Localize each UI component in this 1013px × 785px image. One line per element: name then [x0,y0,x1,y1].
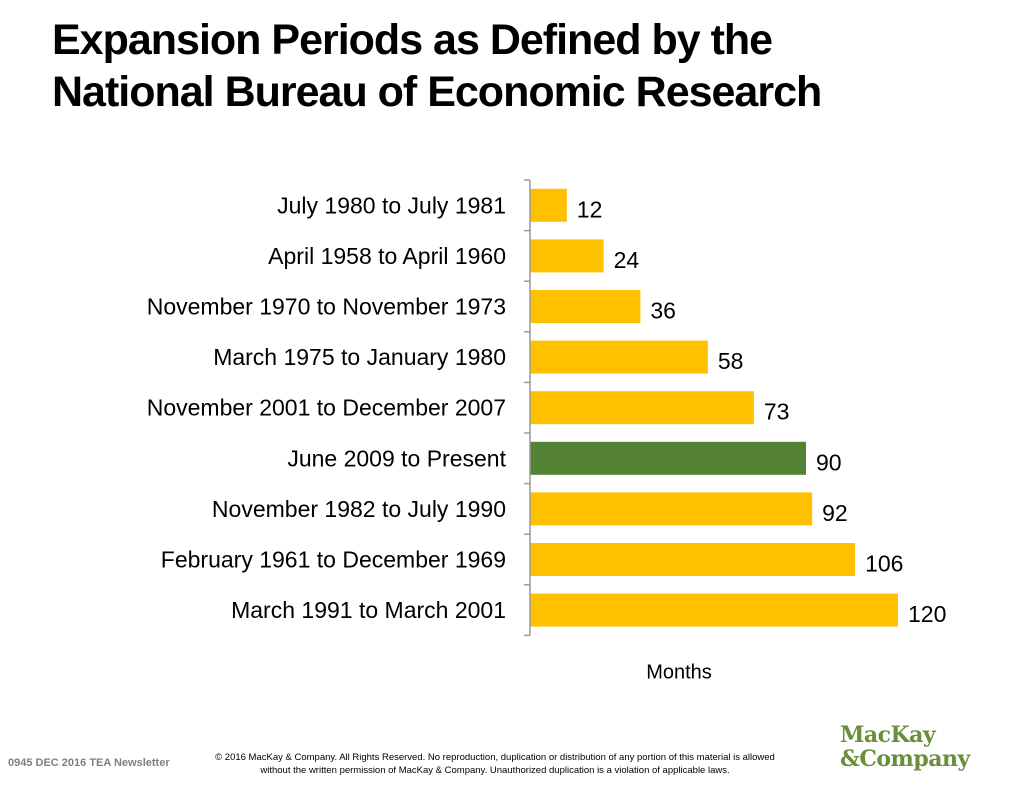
data-label: 73 [764,399,790,425]
bar [530,391,754,425]
mackay-company-logo: MacKay &Company [838,722,1003,782]
copyright-line-1: © 2016 MacKay & Company. All Rights Rese… [215,752,775,763]
copyright-notice: © 2016 MacKay & Company. All Rights Rese… [195,751,795,777]
bar-chart: July 1980 to July 1981 12 April 1958 to Ap… [147,179,946,680]
chart-title: Expansion Periods as Defined by the Nati… [52,14,992,118]
copyright-line-2: without the written permission of MacKay… [260,765,730,776]
data-label: 90 [816,449,842,475]
bar [530,593,898,627]
data-label: 106 [865,551,903,577]
category-label: June 2009 to Present [287,445,506,471]
data-label: 58 [718,348,744,374]
newsletter-code: 0945 DEC 2016 TEA Newsletter [8,757,170,769]
bar [530,290,641,323]
x-axis-title: Months [646,661,712,680]
chart-title-line-2: National Bureau of Economic Research [52,68,822,116]
category-label: March 1975 to January 1980 [213,344,506,370]
data-label: 92 [822,500,848,526]
bar [530,340,708,374]
bar [530,543,856,576]
category-label: February 1961 to December 1969 [161,547,506,573]
bar [530,188,567,222]
logo-line-1: MacKay [840,722,936,748]
data-label: 120 [908,601,946,627]
category-label: March 1991 to March 2001 [231,597,506,623]
category-label: November 1970 to November 1973 [147,294,506,320]
data-label: 24 [614,247,640,273]
category-label: April 1958 to April 1960 [268,243,506,269]
category-label: July 1980 to July 1981 [277,192,506,218]
data-label: 36 [650,298,676,324]
category-label: November 2001 to December 2007 [147,395,506,421]
chart-title-line-1: Expansion Periods as Defined by the [52,16,773,64]
bar [530,239,604,273]
logo-line-2: &Company [840,746,970,772]
bar [530,441,806,475]
bar [530,492,813,526]
data-label: 12 [577,196,603,222]
category-label: November 1982 to July 1990 [212,496,506,522]
